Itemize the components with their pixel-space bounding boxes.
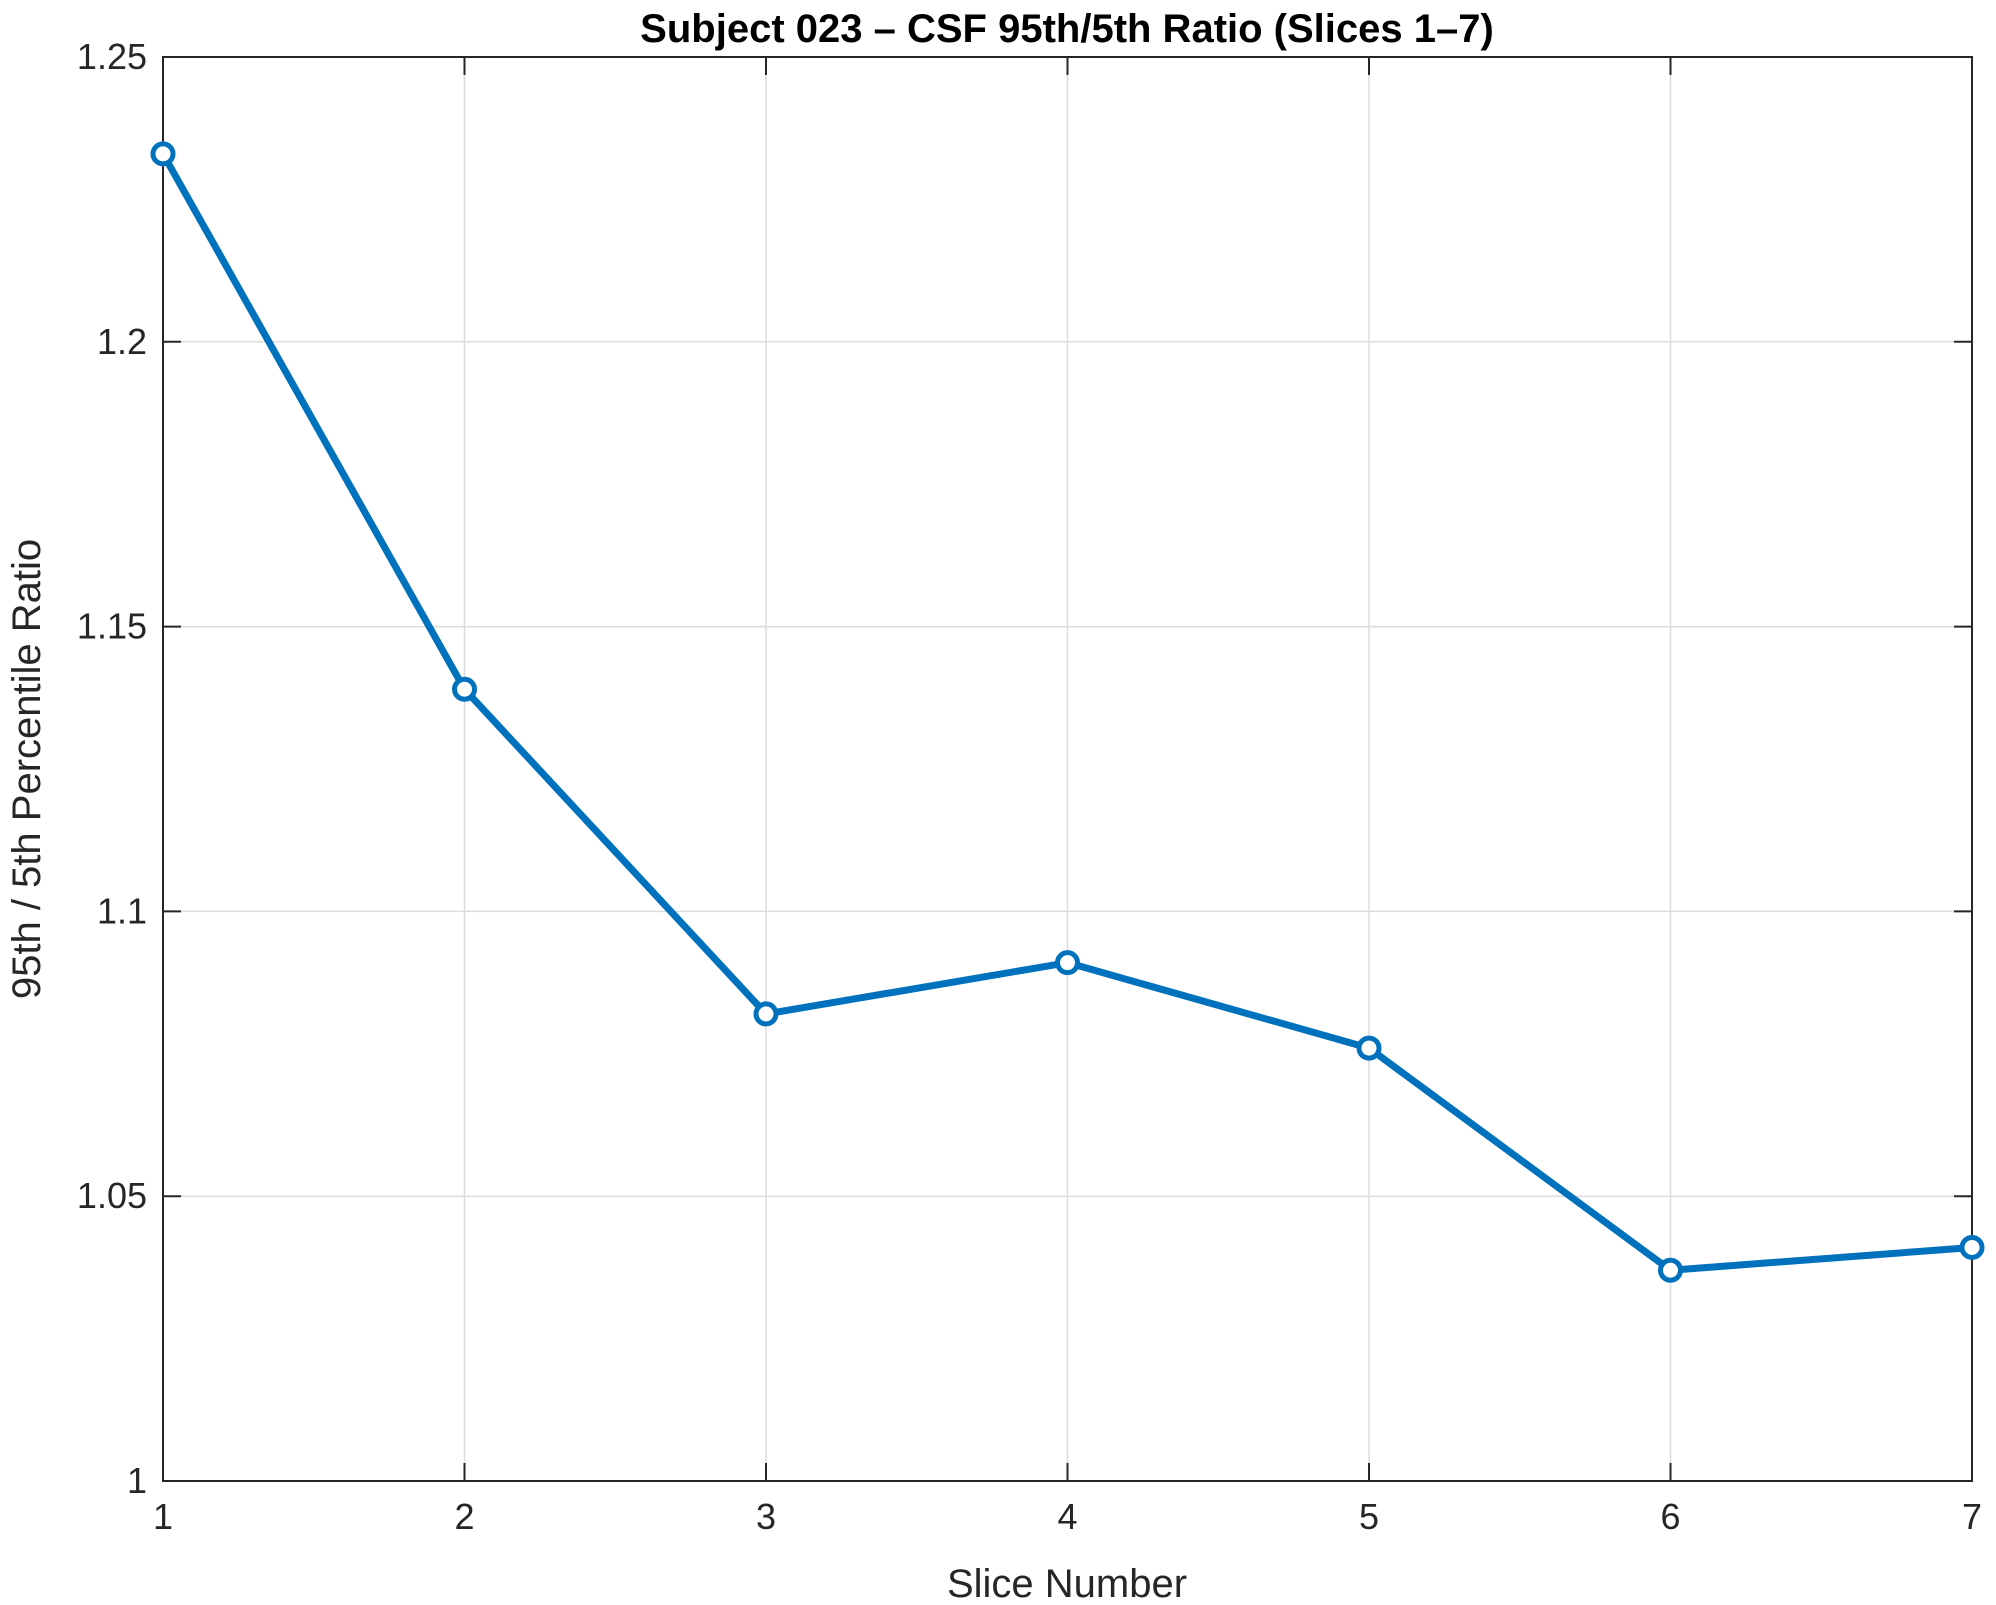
chart-title: Subject 023 – CSF 95th/5th Ratio (Slices… bbox=[640, 7, 1494, 51]
y-tick-label: 1.1 bbox=[97, 890, 147, 931]
data-point-marker bbox=[1658, 1257, 1683, 1283]
x-tick-label: 3 bbox=[756, 1496, 776, 1537]
data-point-marker bbox=[1959, 1234, 1985, 1260]
data-series bbox=[150, 141, 1985, 1283]
x-tick-labels: 1 2 3 4 5 6 7 bbox=[153, 1496, 1982, 1537]
y-tick-label: 1.15 bbox=[77, 606, 147, 647]
y-tick-label: 1 bbox=[127, 1460, 147, 1501]
x-tick-label: 7 bbox=[1962, 1496, 1982, 1537]
y-tick-label: 1.2 bbox=[97, 321, 147, 362]
tick-marks bbox=[162, 56, 1973, 1482]
x-axis-title: Slice Number bbox=[947, 1562, 1187, 1605]
y-tick-label: 1.05 bbox=[77, 1175, 147, 1216]
y-axis-title: 95th / 5th Percentile Ratio bbox=[5, 539, 49, 999]
data-point-marker bbox=[1055, 950, 1080, 976]
x-tick-label: 4 bbox=[1057, 1496, 1077, 1537]
y-tick-label: 1.25 bbox=[77, 36, 147, 77]
x-tick-label: 5 bbox=[1359, 1496, 1379, 1537]
data-point-marker bbox=[753, 1001, 779, 1027]
x-tick-label: 2 bbox=[454, 1496, 474, 1537]
data-point-marker bbox=[452, 676, 477, 702]
y-tick-labels: 1 1.05 1.1 1.15 1.2 1.25 bbox=[77, 36, 147, 1501]
data-point-marker bbox=[150, 141, 176, 167]
x-tick-label: 6 bbox=[1660, 1496, 1680, 1537]
data-point-marker bbox=[1356, 1035, 1382, 1061]
x-tick-label: 1 bbox=[153, 1496, 173, 1537]
